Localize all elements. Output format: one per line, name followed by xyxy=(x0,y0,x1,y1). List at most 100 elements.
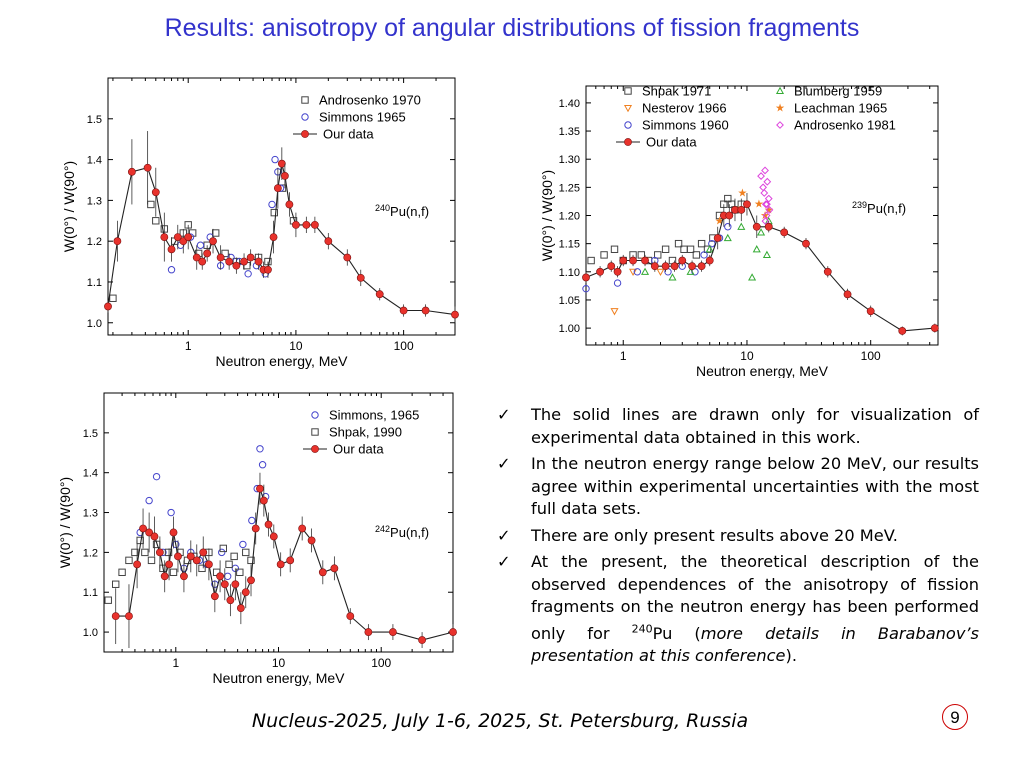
x-tick-label: 1 xyxy=(185,339,192,353)
data-point xyxy=(248,516,256,525)
data-point xyxy=(184,233,193,241)
data-point xyxy=(219,544,227,553)
fit-line xyxy=(585,203,935,332)
data-point xyxy=(692,251,701,259)
legend-label: Leachman 1965 xyxy=(794,101,887,116)
data-point xyxy=(330,564,339,573)
data-point xyxy=(131,548,139,557)
data-point: ★ xyxy=(764,204,774,216)
data-point xyxy=(356,273,365,282)
data-point xyxy=(125,612,133,621)
data-point xyxy=(298,524,307,533)
data-point xyxy=(258,461,267,469)
series-shpak-1971 xyxy=(587,194,746,265)
data-point xyxy=(629,256,637,265)
data-point xyxy=(723,233,732,242)
data-point xyxy=(109,294,117,302)
data-point xyxy=(221,249,229,258)
data-point xyxy=(661,245,670,253)
data-point xyxy=(764,222,773,231)
legend-marker: ★ xyxy=(775,103,785,115)
legend-label: Our data xyxy=(323,127,374,142)
y-axis-label: W(0°) / W(90°) xyxy=(61,161,77,252)
data-point xyxy=(104,302,112,311)
data-point xyxy=(143,163,152,172)
x-tick-label: 100 xyxy=(861,349,881,363)
y-tick-label: 1.15 xyxy=(559,239,580,251)
data-point xyxy=(127,167,136,176)
data-point xyxy=(449,628,457,636)
y-tick-label: 1.35 xyxy=(559,126,580,138)
legend-marker xyxy=(311,445,319,453)
data-point xyxy=(204,560,213,569)
y-tick-label: 1.30 xyxy=(559,154,580,166)
legend-entry: Androsenko 1970 xyxy=(301,93,421,108)
data-point xyxy=(169,528,178,537)
y-tick-label: 1.4 xyxy=(83,468,98,480)
data-point xyxy=(661,262,670,271)
data-point xyxy=(703,245,712,253)
data-point xyxy=(164,548,173,557)
y-tick-label: 1.2 xyxy=(83,547,98,559)
y-tick-label: 1.0 xyxy=(87,318,102,330)
legend-marker xyxy=(624,138,632,146)
legend-marker xyxy=(624,121,632,129)
x-tick-label: 1 xyxy=(172,656,179,670)
x-axis-label: Neutron energy, MeV xyxy=(215,353,348,369)
legend-entry: Shpak, 1990 xyxy=(311,425,402,440)
data-point xyxy=(633,268,642,276)
legend-label: Our data xyxy=(646,135,697,150)
series-shpak-1990 xyxy=(104,536,255,604)
chart-pu240-svg: 1 10 100 1.0 1.1 1.2 1.3 1.4 1.5 Neutron energy, … xyxy=(61,77,459,369)
data-point xyxy=(763,200,771,209)
legend-entry: Simmons 1965 xyxy=(301,110,406,125)
data-point: ★ xyxy=(738,187,748,199)
data-point xyxy=(169,568,178,577)
legend-marker xyxy=(624,87,632,95)
reaction-label: 240Pu(n,f) xyxy=(375,203,429,219)
data-point xyxy=(748,273,757,281)
data-point xyxy=(268,200,276,209)
data-point xyxy=(686,245,695,253)
data-point xyxy=(713,234,722,242)
isotope-superscript: 240 xyxy=(631,622,653,636)
y-tick-label: 1.40 xyxy=(559,98,580,110)
data-point xyxy=(765,205,774,214)
series-our-data xyxy=(582,192,939,336)
data-point xyxy=(724,194,732,203)
chart-pu240: 1 10 100 1.0 1.1 1.2 1.3 1.4 1.5 Neutron energy, … xyxy=(60,70,460,380)
data-point xyxy=(737,222,746,230)
data-point xyxy=(145,496,153,505)
bullet-item: ✓ There are only present results above 2… xyxy=(497,525,979,548)
check-icon: ✓ xyxy=(497,525,511,545)
x-tick-label: 10 xyxy=(272,656,286,670)
data-point xyxy=(582,284,590,293)
legend-entry: Our data xyxy=(616,135,697,150)
fit-line xyxy=(107,163,456,316)
data-point xyxy=(218,548,226,557)
data-point xyxy=(700,251,708,259)
data-point xyxy=(640,267,650,275)
chart-pu242-svg: 1 10 100 1.0 1.1 1.2 1.3 1.4 1.5 Neutron energy, … xyxy=(57,392,457,686)
y-tick-label: 1.00 xyxy=(559,323,580,335)
data-point xyxy=(111,612,120,621)
data-point xyxy=(160,572,169,581)
data-point xyxy=(271,155,279,164)
data-point xyxy=(112,580,120,588)
data-point xyxy=(587,256,595,265)
legend-label: Simmons 1965 xyxy=(319,110,406,125)
data-point xyxy=(155,548,164,557)
data-point xyxy=(418,636,426,644)
data-point xyxy=(582,273,590,282)
legend-label: Simmons 1960 xyxy=(642,118,729,133)
data-point xyxy=(231,580,240,589)
data-point xyxy=(705,245,714,253)
data-point xyxy=(761,217,770,226)
y-tick-label: 1.10 xyxy=(559,267,580,279)
data-point xyxy=(188,229,197,237)
bullet-text: The solid lines are drawn only for visua… xyxy=(531,405,979,447)
data-point xyxy=(600,251,608,259)
bullet-item: ✓ At the present, the theoretical descri… xyxy=(497,551,979,668)
y-tick-label: 1.25 xyxy=(559,182,580,194)
bullet-text-part: ). xyxy=(785,646,797,666)
